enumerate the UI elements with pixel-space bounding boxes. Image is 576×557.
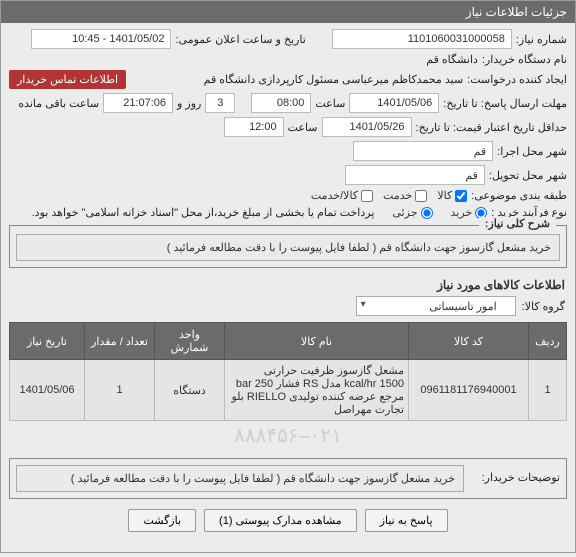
chk-service[interactable]: خدمت: [383, 189, 427, 202]
lbl-exec-city: شهر محل اجرا:: [497, 145, 567, 158]
row-deliver-city: شهر محل تحویل: قم: [9, 165, 567, 185]
lbl-hour1: ساعت: [315, 97, 345, 110]
val-hours-left: 21:07:06: [103, 93, 173, 113]
radio-partial-input[interactable]: [421, 207, 433, 219]
lbl-buyer: نام دستگاه خریدار:: [482, 53, 567, 66]
contact-badge[interactable]: اطلاعات تماس خریدار: [9, 70, 126, 89]
lbl-deliver-city: شهر محل تحویل:: [489, 169, 567, 182]
td-unit: دستگاه: [155, 360, 225, 421]
row-buyer: نام دستگاه خریدار: دانشگاه قم: [9, 53, 567, 66]
overall-desc-legend: شرح کلی نیاز:: [479, 217, 556, 230]
val-buyer: دانشگاه قم: [426, 53, 478, 66]
chk-goods-input[interactable]: [455, 190, 467, 202]
val-price-date: 1401/05/26: [322, 117, 412, 137]
chk-goods-lbl: کالا: [437, 189, 452, 202]
overall-desc-box: شرح کلی نیاز: خرید مشعل گازسوز جهت دانشگ…: [9, 225, 567, 268]
lbl-hour2: ساعت: [288, 121, 318, 134]
td-row: 1: [529, 360, 567, 421]
radio-partial-lbl: جزئی: [392, 206, 417, 219]
title-text: جزئیات اطلاعات نیاز: [466, 5, 567, 19]
td-code: 0961181176940001: [409, 360, 529, 421]
row-requester: ایجاد کننده درخواست: سید محمدکاظم میرعبا…: [9, 70, 567, 89]
goods-title: اطلاعات کالاهای مورد نیاز: [11, 278, 565, 292]
items-table: ردیف کد کالا نام کالا واحد شمارش تعداد /…: [9, 322, 567, 450]
chk-service-lbl: خدمت: [383, 189, 412, 202]
chk-both-lbl: کالا/خدمت: [311, 189, 358, 202]
row-categories: طبقه بندی موضوعی: کالا خدمت کالا/خدمت: [9, 189, 567, 202]
th-code: کد کالا: [409, 323, 529, 360]
th-name: نام کالا: [225, 323, 409, 360]
goods-group-select[interactable]: امور تاسیساتی: [356, 296, 516, 316]
val-days-left: 3: [205, 93, 235, 113]
window: جزئیات اطلاعات نیاز شماره نیاز: 11010600…: [0, 0, 576, 553]
lbl-need-no: شماره نیاز:: [516, 33, 567, 46]
lbl-goods-group: گروه کالا:: [522, 300, 565, 313]
radio-partial[interactable]: جزئی: [392, 206, 432, 219]
chk-both-input[interactable]: [361, 190, 373, 202]
val-public-dt: 1401/05/02 - 10:45: [31, 29, 171, 49]
attachments-button[interactable]: مشاهده مدارک پیوستی (1): [204, 509, 357, 532]
title-bar: جزئیات اطلاعات نیاز: [1, 1, 575, 23]
back-button[interactable]: بازگشت: [128, 509, 196, 532]
lbl-categories: طبقه بندی موضوعی:: [471, 189, 567, 202]
chk-both[interactable]: کالا/خدمت: [311, 189, 373, 202]
buyer-notes-box: توضیحات خریدار: خرید مشعل گازسوز جهت دان…: [9, 458, 567, 499]
val-deadline-time: 08:00: [251, 93, 311, 113]
lbl-deadline: مهلت ارسال پاسخ: تا تاریخ:: [443, 97, 567, 110]
form-area: شماره نیاز: 1101060031000058 تاریخ و ساع…: [1, 23, 575, 552]
th-date: تاریخ نیاز: [10, 323, 85, 360]
td-date: 1401/05/06: [10, 360, 85, 421]
goods-group-value: امور تاسیساتی: [429, 300, 496, 313]
category-checks: کالا خدمت کالا/خدمت: [311, 189, 467, 202]
val-requester: سید محمدکاظم میرعباسی مسئول کارپردازی دا…: [130, 73, 463, 86]
val-exec-city: قم: [353, 141, 493, 161]
td-qty: 1: [85, 360, 155, 421]
goods-group-row: گروه کالا: امور تاسیساتی: [11, 296, 565, 316]
row-need-no: شماره نیاز: 1101060031000058 تاریخ و ساع…: [9, 29, 567, 49]
lbl-requester: ایجاد کننده درخواست:: [467, 73, 567, 86]
row-price-validity: حداقل تاریخ اعتبار قیمت: تا تاریخ: 1401/…: [9, 117, 567, 137]
footer-buttons: پاسخ به نیاز مشاهده مدارک پیوستی (1) باز…: [9, 499, 567, 544]
watermark: ۰۲۱–۸۸۸۴۵۶: [234, 425, 342, 447]
chk-goods[interactable]: کالا: [437, 189, 467, 202]
th-row: ردیف: [529, 323, 567, 360]
lbl-buyer-notes: توضیحات خریدار:: [470, 465, 560, 484]
buyer-notes-text: خرید مشعل گازسوز جهت دانشگاه قم ( لطفا ف…: [16, 465, 464, 492]
td-name: مشعل گازسوز ظرفیت حرارتی kcal/hr 1500 مد…: [225, 360, 409, 421]
table-watermark-row: ۰۲۱–۸۸۸۴۵۶: [10, 421, 567, 451]
lbl-public-dt: تاریخ و ساعت اعلان عمومی:: [175, 33, 305, 46]
lbl-remaining: ساعت باقی مانده: [18, 97, 99, 110]
val-deadline-date: 1401/05/06: [349, 93, 439, 113]
val-deliver-city: قم: [345, 165, 485, 185]
th-qty: تعداد / مقدار: [85, 323, 155, 360]
overall-desc-text: خرید مشعل گازسوز جهت دانشگاه قم ( لطفا ف…: [16, 234, 560, 261]
val-price-time: 12:00: [224, 117, 284, 137]
lbl-price-validity: حداقل تاریخ اعتبار قیمت: تا تاریخ:: [416, 121, 567, 134]
row-exec-city: شهر محل اجرا: قم: [9, 141, 567, 161]
row-deadline: مهلت ارسال پاسخ: تا تاریخ: 1401/05/06 سا…: [9, 93, 567, 113]
radio-buy-lbl: خرید: [451, 206, 473, 219]
chk-service-input[interactable]: [415, 190, 427, 202]
th-unit: واحد شمارش: [155, 323, 225, 360]
table-row: 1 0961181176940001 مشعل گازسوز ظرفیت حرا…: [10, 360, 567, 421]
val-need-no: 1101060031000058: [332, 29, 512, 49]
lbl-day-and: روز و: [177, 97, 201, 110]
reply-button[interactable]: پاسخ به نیاز: [365, 509, 448, 532]
pay-note: پرداخت تمام یا بخشی از مبلغ خرید،از محل …: [32, 206, 375, 219]
items-header-row: ردیف کد کالا نام کالا واحد شمارش تعداد /…: [10, 323, 567, 360]
